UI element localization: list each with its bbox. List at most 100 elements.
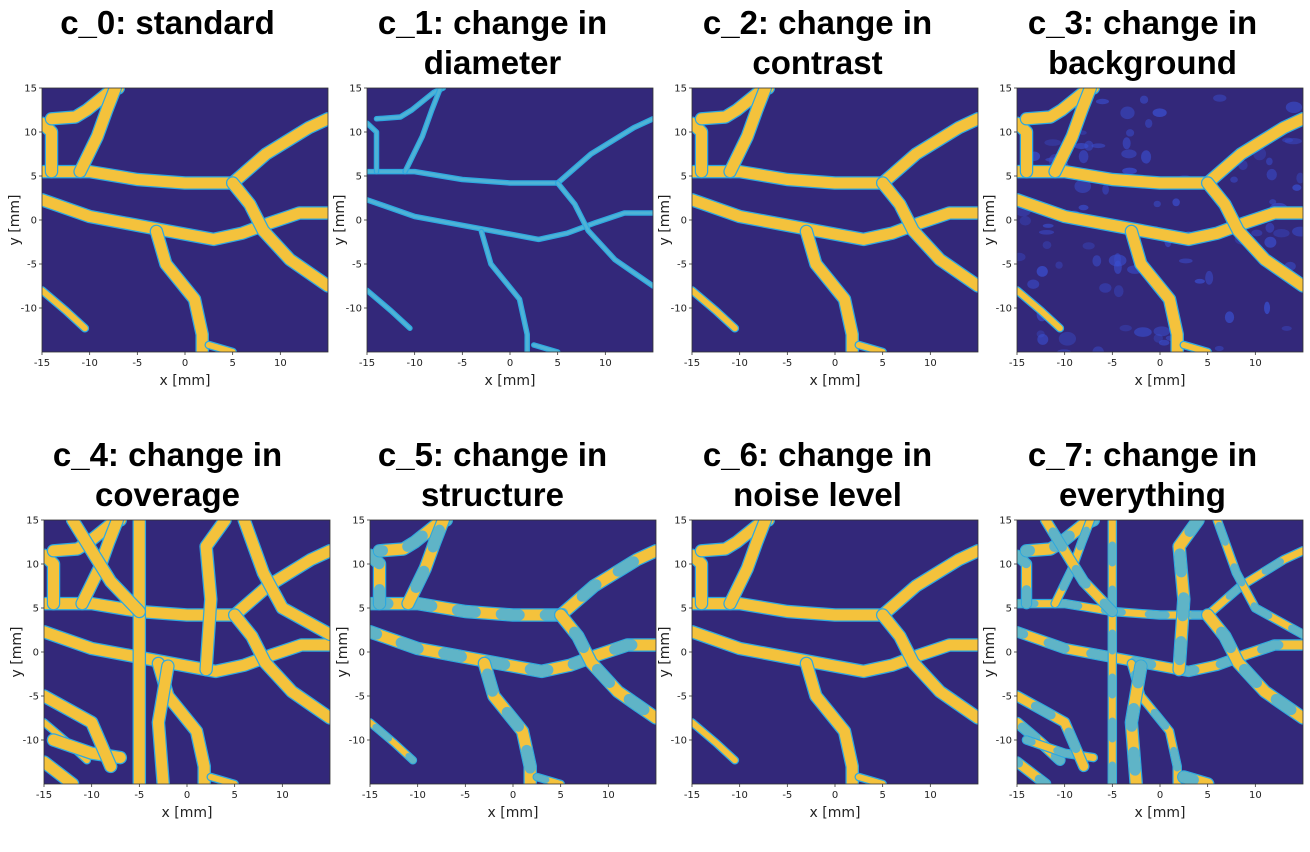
x-tick-label: 10 xyxy=(1249,358,1262,369)
x-tick-label: -10 xyxy=(1056,358,1072,369)
y-tick-label: 5 xyxy=(1006,172,1012,183)
y-tick-label: 5 xyxy=(31,172,37,183)
title-line: contrast xyxy=(752,44,883,81)
heatmap-plot: -15 -10 -5 0 5 10 15 10 5 0 -5 -10 x [mm] y [mm] xyxy=(9,516,331,821)
y-tick-label: 10 xyxy=(674,128,687,139)
vessel xyxy=(367,198,653,241)
heatmap-plot: -15 -10 -5 0 5 10 15 10 5 0 -5 -10 x [mm] y [mm] xyxy=(335,516,657,821)
vessel xyxy=(42,113,328,189)
vessel xyxy=(367,288,412,330)
x-tick-label: 0 xyxy=(832,790,838,801)
background-speckle xyxy=(1265,222,1275,233)
vessel xyxy=(556,181,653,288)
vessel xyxy=(692,545,978,621)
background-speckle xyxy=(1179,258,1193,264)
vessel xyxy=(724,520,771,610)
subplot-c6: c_6: change in noise level -15 -10 -5 0 5 10 15 1… xyxy=(655,432,980,852)
x-axis-label: x [mm] xyxy=(810,373,861,389)
vessel xyxy=(1213,520,1303,638)
y-tick-label: 15 xyxy=(352,516,365,527)
y-tick-label: -10 xyxy=(23,736,39,747)
x-tick-label: 10 xyxy=(924,790,937,801)
subplot-title: c_2: change in contrast xyxy=(655,3,980,83)
y-tick-label: 0 xyxy=(681,216,687,227)
vessel-layer xyxy=(367,88,653,352)
title-line: c_5: change in xyxy=(377,436,608,473)
y-tick-label: 5 xyxy=(681,172,687,183)
y-axis-label: y [mm] xyxy=(982,195,998,246)
vessel-layer xyxy=(44,520,330,784)
vessel xyxy=(44,626,330,677)
title-line: noise level xyxy=(733,476,902,513)
vessel xyxy=(800,225,858,352)
x-tick-label: -15 xyxy=(684,358,700,369)
background-speckle xyxy=(1230,176,1238,183)
x-tick-label: -10 xyxy=(406,358,422,369)
vessel xyxy=(205,342,236,352)
y-axis-label: y [mm] xyxy=(982,627,998,678)
y-tick-label: -10 xyxy=(996,736,1012,747)
y-tick-label: 0 xyxy=(359,648,365,659)
title-line: c_0: standard xyxy=(60,4,275,41)
background-speckle xyxy=(1158,339,1170,346)
x-tick-label: 10 xyxy=(924,358,937,369)
x-tick-label: 10 xyxy=(276,790,289,801)
vessel-patch xyxy=(1017,547,1303,619)
x-tick-label: 0 xyxy=(1157,790,1163,801)
y-tick-label: 5 xyxy=(356,172,362,183)
vessel xyxy=(200,520,231,676)
vessel xyxy=(877,609,978,724)
y-tick-label: 5 xyxy=(1006,604,1012,615)
y-tick-label: 10 xyxy=(352,560,365,571)
title-line: c_1: change in xyxy=(377,4,608,41)
y-tick-label: -5 xyxy=(352,260,362,271)
background-speckle xyxy=(1036,330,1045,338)
subplot-c5: c_5: change in structure -15 -10 -5 0 5 10 15 10 5… xyxy=(330,432,657,852)
y-tick-label: -5 xyxy=(27,260,37,271)
vessel-patch xyxy=(533,774,564,784)
background-speckle xyxy=(1134,327,1152,337)
x-tick-label: 0 xyxy=(832,358,838,369)
background-speckle xyxy=(1058,331,1077,346)
background-speckle xyxy=(1120,106,1135,120)
x-tick-label: 5 xyxy=(229,358,235,369)
background-speckle xyxy=(1264,236,1277,248)
background-speckle xyxy=(1153,333,1163,343)
vessel xyxy=(1017,194,1303,245)
x-tick-label: -5 xyxy=(782,790,792,801)
y-tick-label: -5 xyxy=(677,692,687,703)
vessel xyxy=(150,225,208,352)
vessel xyxy=(227,177,328,292)
vessel xyxy=(692,194,978,245)
vessel xyxy=(692,287,738,332)
vessel xyxy=(367,117,653,185)
subplot-c7: c_7: change in everything -15 -10 -5 0 5 10 15 10… xyxy=(980,432,1305,852)
background-speckle xyxy=(1152,108,1167,118)
background-speckle xyxy=(1172,198,1180,207)
title-line: everything xyxy=(1059,476,1226,513)
title-line: c_4: change in xyxy=(52,436,283,473)
vessel xyxy=(207,774,238,784)
y-tick-label: 0 xyxy=(31,216,37,227)
vessel xyxy=(1017,287,1063,332)
y-tick-label: -10 xyxy=(671,304,687,315)
y-tick-label: 0 xyxy=(356,216,362,227)
vessel xyxy=(229,609,330,724)
vessel-patch xyxy=(1017,757,1051,784)
heatmap-plot: -15 -10 -5 0 5 10 15 10 5 0 -5 -10 x [mm] y [mm] xyxy=(657,84,979,389)
vessel xyxy=(67,520,145,617)
x-tick-label: -10 xyxy=(409,790,425,801)
x-tick-label: -15 xyxy=(34,358,50,369)
x-tick-label: -15 xyxy=(359,358,375,369)
y-tick-label: 5 xyxy=(33,604,39,615)
vessel xyxy=(74,88,121,178)
background-speckle xyxy=(1273,229,1290,238)
x-tick-label: 5 xyxy=(879,790,885,801)
vessel-patch xyxy=(402,520,449,610)
vessel-patch xyxy=(478,657,536,784)
x-axis-label: x [mm] xyxy=(162,805,213,821)
background-speckle xyxy=(1145,118,1153,128)
x-tick-label: -10 xyxy=(731,358,747,369)
background-speckle xyxy=(1122,167,1137,175)
vessel-layer xyxy=(692,88,978,352)
